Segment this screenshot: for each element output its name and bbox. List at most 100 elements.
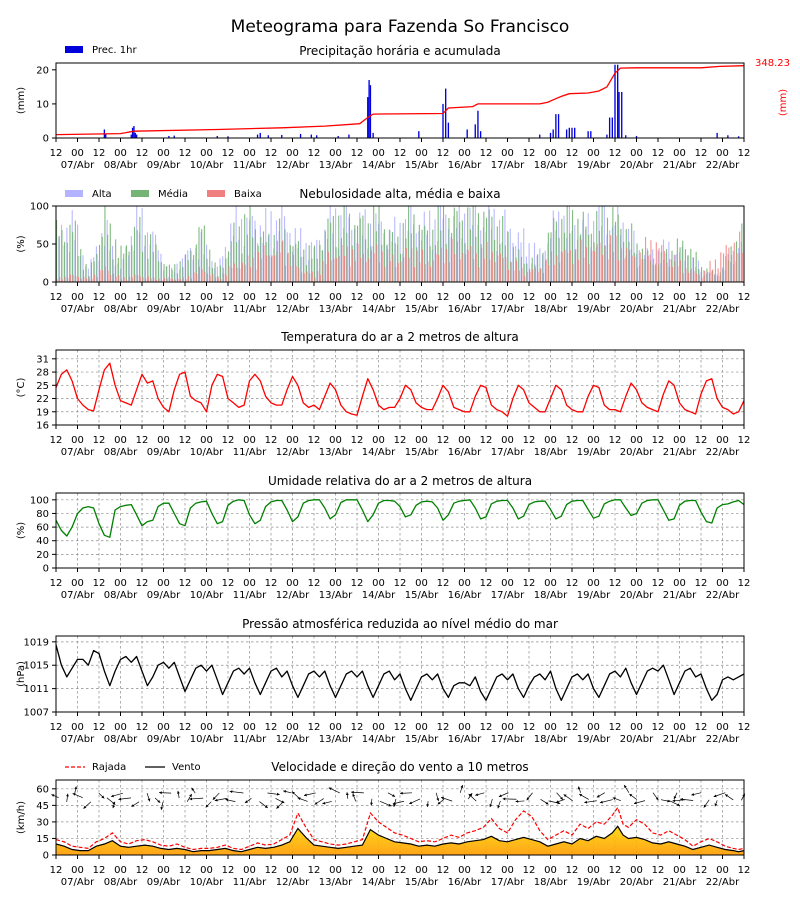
precip-bar <box>134 132 136 138</box>
cloud-bar-low <box>327 251 329 282</box>
wind-direction-arrowhead <box>191 787 195 791</box>
cloud-bar-mid <box>117 257 119 282</box>
cloud-bar-mid <box>523 263 525 282</box>
cloud-bar-mid <box>601 206 603 282</box>
cloud-bar-mid <box>308 245 310 282</box>
humidity-hour-tick-label: 00 <box>114 578 127 589</box>
precip-hour-tick-label: 12 <box>50 148 63 159</box>
precip-bar <box>574 127 576 138</box>
wind-day-label: 09/Abr <box>147 877 181 888</box>
cloud-bar-high <box>429 210 431 282</box>
cloud-bar-mid <box>741 223 743 282</box>
humidity-hour-tick-label: 12 <box>308 578 321 589</box>
cloud-bar-low <box>335 258 338 282</box>
cloud-bar-low <box>421 249 424 282</box>
pressure-hour-tick-label: 12 <box>652 722 665 733</box>
cloud-bar-high <box>335 208 337 282</box>
pressure-hour-tick-label: 00 <box>114 722 127 733</box>
wind-hour-tick-label: 12 <box>738 865 751 876</box>
wind-hour-tick-label: 12 <box>179 865 192 876</box>
cloud-bar-low <box>233 263 235 282</box>
temperature-hour-tick-label: 00 <box>372 435 385 446</box>
cloud-bar-low <box>129 276 131 282</box>
wind-direction-arrowhead <box>51 794 55 797</box>
cloud-bar-low <box>588 264 590 282</box>
clouds-day-label: 12/Abr <box>276 304 310 315</box>
cloud-bar-mid <box>426 230 428 282</box>
cloud-bar-mid <box>343 206 345 282</box>
cloud-bar-low <box>198 266 200 282</box>
wind-direction-arrowhead <box>322 801 326 805</box>
pressure-hour-tick-label: 00 <box>630 722 643 733</box>
humidity-hour-tick-label: 12 <box>222 578 235 589</box>
cloud-bar-low <box>163 277 166 282</box>
pressure-hour-tick-label: 12 <box>265 722 278 733</box>
precip-bar <box>635 135 638 138</box>
clouds-day-label: 17/Abr <box>491 304 525 315</box>
precip-bar <box>477 110 479 138</box>
cloud-bar-low <box>559 262 561 282</box>
cloud-bar-mid <box>136 230 138 282</box>
clouds-day-label: 11/Abr <box>233 304 267 315</box>
wind-direction-arrowhead <box>225 798 229 802</box>
cloud-bar-low <box>602 254 604 282</box>
wind-direction-arrowhead <box>673 796 677 800</box>
precip-day-label: 13/Abr <box>319 160 353 171</box>
cloud-bar-low <box>120 279 123 282</box>
cloud-bar-mid <box>238 226 240 282</box>
clouds-legend-label: Alta <box>92 189 112 200</box>
cloud-bar-low <box>405 247 407 282</box>
cloud-bar-low <box>298 267 300 282</box>
cloud-bar-low <box>634 256 636 282</box>
wind-direction-arrowhead <box>612 797 616 800</box>
cloud-bar-low <box>94 274 96 282</box>
cloud-bar-low <box>389 261 391 282</box>
cloud-bar-mid <box>171 269 173 282</box>
cloud-bar-low <box>677 266 679 282</box>
wind-y-axis-label: (km/h) <box>16 801 27 834</box>
temperature-y-tick-label: 28 <box>36 368 49 379</box>
cloud-bar-low <box>295 266 297 282</box>
temperature-hour-tick-label: 12 <box>652 435 665 446</box>
humidity-hour-tick-label: 12 <box>93 578 106 589</box>
cloud-bar-mid <box>671 250 673 282</box>
cloud-bar-mid <box>125 245 127 282</box>
cloud-bar-mid <box>56 220 58 282</box>
cloud-bar-mid <box>572 210 574 282</box>
cloud-bar-low <box>306 271 308 282</box>
humidity-panel: 0 20 40 60 80 100 (%) Umidade relativa do ar a … <box>16 474 750 601</box>
cloud-bar-mid <box>690 248 692 282</box>
wind-direction-arrowhead <box>437 801 441 805</box>
cloud-bar-low <box>182 277 184 282</box>
pressure-hour-tick-label: 12 <box>480 722 493 733</box>
clouds-day-label: 14/Abr <box>362 304 396 315</box>
cloud-bar-mid <box>319 244 321 282</box>
precip-hour-tick-label: 12 <box>738 148 751 159</box>
cloud-bar-mid <box>93 261 95 282</box>
cloud-bar-mid <box>158 261 160 282</box>
clouds-panel: 0 50 100 (%) Nebulosidade alta, média e baix… <box>16 187 750 315</box>
cloud-bar-mid <box>582 211 584 282</box>
cloud-bar-low <box>279 252 281 282</box>
cloud-bar-low <box>741 252 743 282</box>
precip-hour-tick-label: 00 <box>372 148 385 159</box>
wind-direction-arrowhead <box>392 801 396 805</box>
wind-y-tick-label: 60 <box>36 784 49 795</box>
wind-hour-tick-label: 12 <box>265 865 278 876</box>
cloud-bar-mid <box>558 237 560 282</box>
cloud-bar-mid <box>295 243 297 282</box>
cloud-bar-mid <box>354 225 356 282</box>
pressure-hour-tick-label: 12 <box>437 722 450 733</box>
pressure-day-label: 09/Abr <box>147 734 181 745</box>
cloud-bar-mid <box>179 261 181 282</box>
clouds-y-axis-label: (%) <box>16 235 27 252</box>
cloud-bar-low <box>290 265 292 282</box>
wind-hour-tick-label: 12 <box>480 865 493 876</box>
cloud-bar-low <box>599 242 601 282</box>
precip-hour-tick-label: 12 <box>652 148 665 159</box>
cloud-bar-low <box>381 251 383 282</box>
wind-direction-arrowhead <box>436 798 440 802</box>
clouds-hour-tick-label: 00 <box>458 292 471 303</box>
cloud-bar-low <box>349 266 351 282</box>
cloud-bar-mid <box>631 223 633 282</box>
